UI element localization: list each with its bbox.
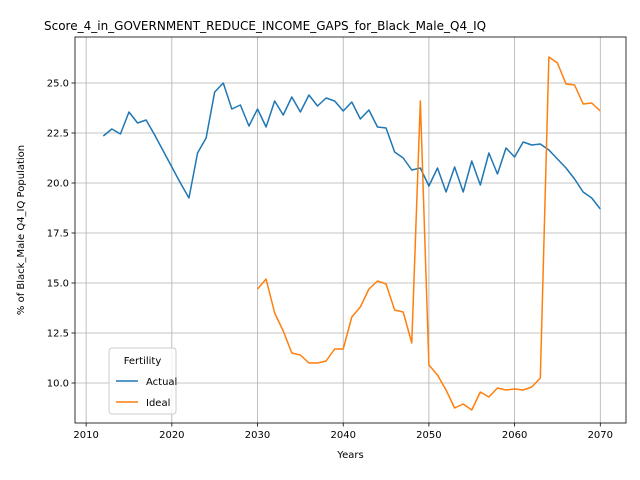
y-axis-label: % of Black_Male Q4_IQ Population bbox=[16, 145, 27, 315]
x-axis-ticks: 2010 2020 2030 2040 2050 2060 2070 bbox=[73, 423, 613, 441]
y-tick-label: 10.0 bbox=[47, 379, 69, 390]
x-tick-label: 2010 bbox=[73, 430, 98, 441]
x-tick-label: 2050 bbox=[416, 430, 441, 441]
y-tick-label: 15.0 bbox=[47, 279, 69, 290]
x-tick-label: 2060 bbox=[502, 430, 527, 441]
y-tick-label: 25.0 bbox=[47, 79, 69, 90]
y-tick-label: 12.5 bbox=[47, 329, 69, 340]
legend-label-actual: Actual bbox=[146, 377, 177, 388]
x-tick-label: 2030 bbox=[245, 430, 270, 441]
plot-frame bbox=[74, 36, 627, 424]
x-axis-label: Years bbox=[336, 450, 363, 461]
legend-title: Fertility bbox=[124, 356, 162, 367]
series-line-actual bbox=[102, 82, 601, 210]
y-tick-label: 17.5 bbox=[47, 229, 69, 240]
chart-title: Score_4_in_GOVERNMENT_REDUCE_INCOME_GAPS… bbox=[44, 19, 486, 33]
y-axis-ticks: 10.0 12.5 15.0 17.5 20.0 22.5 25.0 bbox=[47, 79, 75, 390]
y-tick-label: 22.5 bbox=[47, 129, 69, 140]
series-line-ideal bbox=[256, 56, 601, 411]
series-layer bbox=[102, 56, 601, 411]
x-tick-label: 2020 bbox=[159, 430, 184, 441]
legend: Fertility Actual Ideal bbox=[108, 347, 177, 415]
y-tick-label: 20.0 bbox=[47, 179, 69, 190]
x-tick-label: 2040 bbox=[330, 430, 355, 441]
legend-label-ideal: Ideal bbox=[146, 398, 170, 409]
legend-box bbox=[108, 347, 177, 415]
x-tick-label: 2070 bbox=[588, 430, 613, 441]
